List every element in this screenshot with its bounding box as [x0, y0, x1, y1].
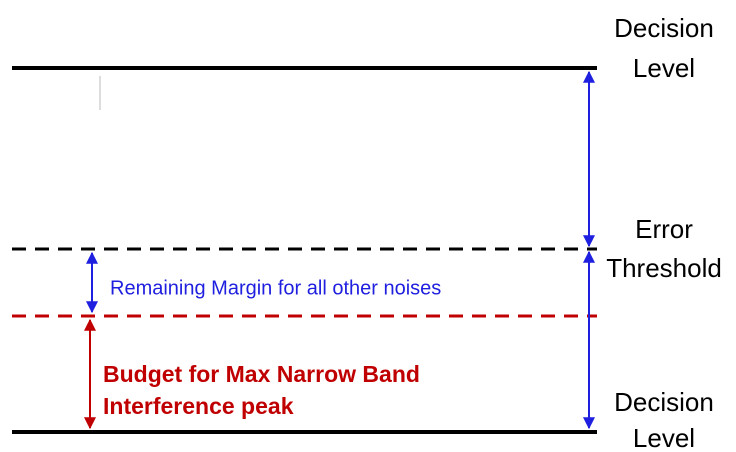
- label: Threshold: [606, 253, 722, 283]
- label: Level: [633, 423, 695, 452]
- label: Level: [633, 53, 695, 83]
- budget-label: Interference peak: [103, 393, 294, 419]
- label: Decision: [614, 13, 714, 43]
- label: Error: [635, 214, 693, 244]
- margin-label: Remaining Margin for all other noises: [110, 277, 441, 299]
- label: Decision: [614, 387, 714, 417]
- budget-label: Budget for Max Narrow Band: [103, 361, 420, 387]
